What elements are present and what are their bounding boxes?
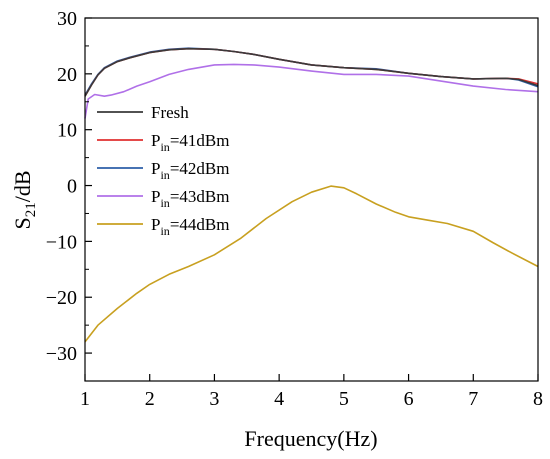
legend-label-base: P (151, 215, 160, 234)
x-tick-label-1: 2 (145, 388, 155, 410)
y-tick-label-5: 20 (57, 64, 77, 86)
y-tick-label-4: 10 (57, 120, 77, 142)
y-tick-label-0: −30 (46, 343, 77, 365)
x-tick-label-6: 7 (468, 388, 478, 410)
legend-label-3: Pin=43dBm (151, 187, 229, 210)
series-line-1 (84, 47, 539, 97)
legend-label-sub: in (160, 168, 169, 182)
legend-label-rest: =42dBm (170, 159, 230, 178)
x-tick-label-2: 3 (209, 388, 219, 410)
legend-label-rest: =44dBm (170, 215, 230, 234)
legend: FreshPin=41dBmPin=42dBmPin=43dBmPin=44dB… (97, 103, 229, 238)
legend-label-base: P (151, 187, 160, 206)
y-axis-title-base: S (10, 217, 35, 229)
series-line-4 (84, 185, 539, 343)
legend-label-2: Pin=42dBm (151, 159, 229, 182)
x-tick-label-5: 6 (404, 388, 414, 410)
y-axis-title-rest: /dB (10, 170, 35, 202)
x-tick-label-3: 4 (274, 388, 284, 410)
legend-label-rest: =43dBm (170, 187, 230, 206)
series-line-3 (84, 63, 539, 119)
legend-label-0: Fresh (151, 103, 189, 122)
y-tick-label-2: −10 (46, 231, 77, 253)
y-tick-label-6: 30 (57, 8, 77, 30)
legend-label-1: Pin=41dBm (151, 131, 229, 154)
legend-label-4: Pin=44dBm (151, 215, 229, 238)
x-tick-label-0: 1 (80, 388, 90, 410)
x-axis-title: Frequency(Hz) (244, 426, 377, 451)
y-axis-title-sub: 21 (23, 202, 39, 217)
legend-label-base: P (151, 159, 160, 178)
legend-label-sub: in (160, 140, 169, 154)
y-tick-label-1: −20 (46, 287, 77, 309)
series-layer (84, 47, 539, 343)
x-tick-label-7: 8 (533, 388, 543, 410)
ticks-layer: 1 2 3 4 5 6 7 8 −30 −20 −10 0 10 20 30 (46, 8, 543, 410)
plot-frame (84, 17, 539, 382)
y-tick-label-3: 0 (67, 176, 77, 198)
legend-label-sub: in (160, 224, 169, 238)
x-tick-label-4: 5 (339, 388, 349, 410)
y-axis-title: S21/dB (10, 170, 39, 229)
legend-label-rest: =41dBm (170, 131, 230, 150)
series-line-0 (84, 47, 539, 97)
legend-label-sub: in (160, 196, 169, 210)
legend-label-base: P (151, 131, 160, 150)
